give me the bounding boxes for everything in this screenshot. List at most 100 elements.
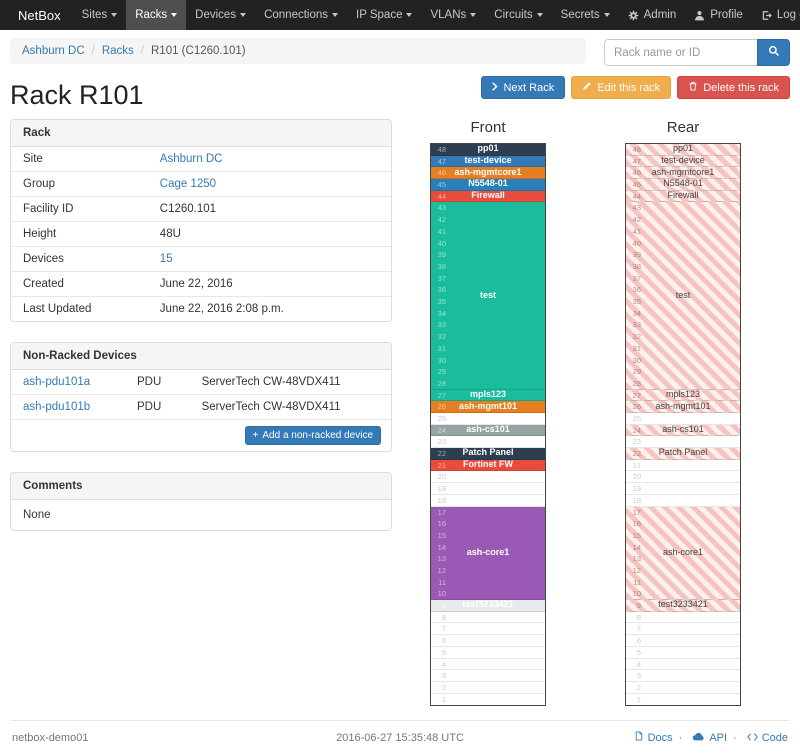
delete-rack-label: Delete this rack bbox=[703, 81, 779, 94]
rack-slot-empty: 20 bbox=[626, 471, 740, 484]
nav-item-ip-space[interactable]: IP Space bbox=[347, 0, 421, 30]
unit-number: 31 bbox=[632, 343, 641, 353]
unit-number: 12 bbox=[632, 566, 641, 575]
nav-item-devices[interactable]: Devices bbox=[186, 0, 255, 30]
nav-item-vlans[interactable]: VLANs bbox=[421, 0, 485, 30]
rack-device[interactable]: 44 Firewall bbox=[431, 190, 545, 203]
docs-link[interactable]: Docs bbox=[634, 731, 673, 744]
nav-item-secrets[interactable]: Secrets bbox=[552, 0, 619, 30]
chevron-down-icon bbox=[240, 13, 247, 17]
rack-slot-empty: 6 bbox=[626, 635, 740, 647]
rack-device[interactable]: 47 test-device bbox=[431, 155, 545, 168]
device-label: Fortinet FW bbox=[463, 459, 513, 470]
nav-item-circuits[interactable]: Circuits bbox=[485, 0, 551, 30]
unit-number: 39 bbox=[437, 250, 446, 260]
api-link[interactable]: API bbox=[677, 732, 727, 744]
unit-number: 37 bbox=[632, 273, 641, 283]
unit-number: 1 bbox=[636, 694, 641, 704]
logout-menu-item[interactable]: Log out bbox=[752, 0, 800, 30]
rack-slot-empty: 3 bbox=[431, 670, 545, 682]
device-label: N5548-01 bbox=[468, 178, 508, 189]
device-link[interactable]: ash-pdu101a bbox=[23, 376, 91, 388]
rack-search bbox=[604, 39, 790, 66]
delete-rack-button[interactable]: Delete this rack bbox=[677, 76, 790, 99]
edit-rack-button[interactable]: Edit this rack bbox=[571, 76, 672, 99]
attr-value-link[interactable]: Ashburn DC bbox=[159, 153, 223, 165]
rack-device[interactable]: 26 ash-mgmt101 bbox=[431, 401, 545, 413]
unit-number: 13 bbox=[437, 554, 446, 564]
rack-device[interactable]: 45 N5548-01 bbox=[626, 179, 740, 191]
rack-details-column: Rack Site Ashburn DC Group Cage 1250 Facilit… bbox=[10, 119, 392, 551]
rack-device[interactable]: 47 test-device bbox=[626, 155, 740, 168]
front-elevation: Front 48 pp01 47 test-device 46 ash-mgmtcore1… bbox=[430, 119, 546, 707]
breadcrumb-item[interactable]: Ashburn DC bbox=[22, 45, 85, 57]
page-title: Rack R101 bbox=[10, 80, 144, 110]
rack-device[interactable]: 17 16 15 14 13 12 11 10 ash-core1 bbox=[626, 506, 740, 601]
nav-item-racks[interactable]: Racks bbox=[126, 0, 187, 30]
rack-device[interactable]: 45 N5548-01 bbox=[431, 179, 545, 191]
unit-number: 29 bbox=[437, 367, 446, 377]
admin-menu-item[interactable]: Admin bbox=[619, 0, 686, 30]
rack-device[interactable]: 24 ash-cs101 bbox=[626, 424, 740, 437]
rear-rack-diagram: 48 pp01 47 test-device 46 ash-mgmtcore1 45 N554… bbox=[625, 143, 741, 707]
attr-value-link[interactable]: 15 bbox=[159, 253, 173, 265]
nav-item-sites[interactable]: Sites bbox=[73, 0, 127, 30]
rack-device[interactable]: 46 ash-mgmtcore1 bbox=[431, 167, 545, 180]
search-button[interactable] bbox=[757, 39, 790, 66]
rack-device[interactable]: 43 42 41 40 39 38 37 36 35 34 33 32 31 30 29 28 test bbox=[431, 202, 545, 390]
device-link[interactable]: ash-pdu101b bbox=[23, 401, 91, 413]
attr-label: Site bbox=[23, 153, 43, 165]
unit-number: 46 bbox=[632, 168, 641, 178]
unit-number: 7 bbox=[636, 624, 641, 634]
unit-number: 11 bbox=[633, 577, 641, 587]
rack-device[interactable]: 46 ash-mgmtcore1 bbox=[626, 166, 740, 180]
rack-device[interactable]: 44 Firewall bbox=[626, 190, 740, 203]
unit-number: 18 bbox=[437, 495, 446, 505]
device-label: ash-mgmtcore1 bbox=[651, 166, 715, 177]
search-input[interactable] bbox=[604, 39, 757, 66]
rack-device[interactable]: 43 42 41 40 39 38 37 36 35 34 33 32 31 30 29 28 test bbox=[626, 202, 740, 390]
rack-device[interactable]: 27 mpls123 bbox=[431, 389, 545, 402]
rack-slot-empty: 19 bbox=[626, 483, 740, 495]
unit-number: 30 bbox=[437, 355, 446, 365]
unit-number: 37 bbox=[437, 273, 446, 283]
attr-value-link[interactable]: Cage 1250 bbox=[159, 178, 217, 190]
chevron-down-icon bbox=[111, 13, 118, 17]
add-nonracked-device-button[interactable]: + Add a non-racked device bbox=[244, 426, 381, 445]
next-rack-button[interactable]: Next Rack bbox=[481, 76, 566, 99]
profile-menu-item[interactable]: Profile bbox=[685, 0, 752, 30]
unit-number: 47 bbox=[632, 156, 641, 166]
unit-number: 8 bbox=[636, 612, 641, 622]
rack-device[interactable]: 48 pp01 bbox=[626, 143, 740, 156]
rack-device[interactable]: 22 Patch Panel bbox=[626, 448, 740, 460]
footer-links: Docs API Code bbox=[529, 731, 788, 744]
nav-item-label: Sites bbox=[81, 9, 108, 21]
unit-number: 10 bbox=[437, 589, 446, 599]
unit-number: 9 bbox=[441, 601, 446, 611]
rack-device[interactable]: 9 test3233421 bbox=[431, 600, 545, 612]
rack-device[interactable]: 17 16 15 14 13 12 11 10 ash-core1 bbox=[431, 506, 545, 601]
rack-slot-empty: 2 bbox=[431, 681, 545, 694]
unit-number: 14 bbox=[437, 542, 446, 552]
rack-device[interactable]: 48 pp01 bbox=[431, 143, 545, 156]
rack-device[interactable]: 26 ash-mgmt101 bbox=[626, 401, 740, 413]
rack-device[interactable]: 21 Fortinet FW bbox=[431, 459, 545, 472]
rack-device[interactable]: 24 ash-cs101 bbox=[431, 424, 545, 437]
gear-icon bbox=[628, 10, 639, 21]
breadcrumb-item[interactable]: Racks bbox=[101, 45, 134, 57]
rack-device[interactable]: 22 Patch Panel bbox=[431, 448, 545, 460]
unit-number: 22 bbox=[632, 449, 641, 459]
unit-number: 4 bbox=[441, 659, 446, 669]
navbar-right: Admin Profile Log out bbox=[619, 0, 800, 30]
chevron-down-icon bbox=[470, 13, 477, 17]
nav-item-connections[interactable]: Connections bbox=[255, 0, 347, 30]
code-link[interactable]: Code bbox=[731, 732, 788, 744]
comments-panel: Comments None bbox=[10, 472, 392, 531]
device-label: ash-mgmt101 bbox=[458, 400, 518, 411]
rack-device[interactable]: 27 mpls123 bbox=[626, 389, 740, 402]
unit-number: 45 bbox=[437, 180, 446, 190]
breadcrumb: Ashburn DC / Racks / R101 (C1260.101) bbox=[10, 38, 586, 64]
rack-device[interactable]: 9 test3233421 bbox=[626, 600, 740, 612]
app-brand[interactable]: NetBox bbox=[18, 7, 61, 23]
unit-number: 6 bbox=[636, 636, 641, 646]
